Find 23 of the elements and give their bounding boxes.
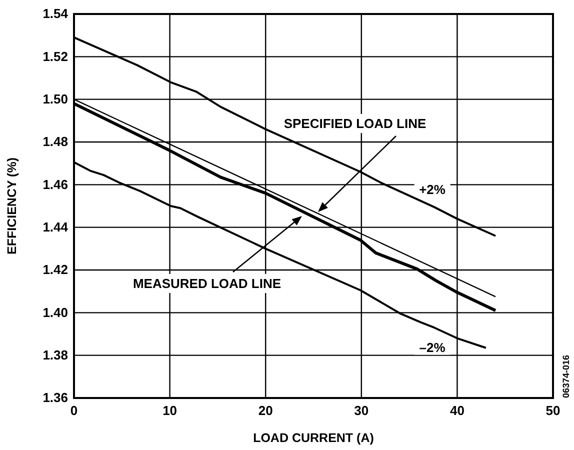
annotation: +2% xyxy=(419,182,446,197)
y-tick-label: 1.42 xyxy=(42,262,68,278)
annotation: MEASURED LOAD LINE xyxy=(132,276,282,291)
y-tick-label: 1.52 xyxy=(42,48,68,64)
y-tick-label: 1.38 xyxy=(42,347,68,362)
x-tick-label: 40 xyxy=(450,403,464,418)
y-tick-label: 1.40 xyxy=(42,304,68,320)
annotation: SPECIFIED LOAD LINE xyxy=(284,116,426,131)
x-tick-label: 20 xyxy=(258,403,273,418)
y-tick-label: 1.44 xyxy=(42,219,69,234)
x-axis-title: LOAD CURRENT (A) xyxy=(253,431,374,445)
y-tick-label: 1.48 xyxy=(42,134,68,150)
y-tick-label: 1.36 xyxy=(42,390,68,406)
y-tick-label: 1.54 xyxy=(42,6,69,22)
y-axis-title: EFFICIENCY (%) xyxy=(5,158,19,254)
y-tick-label: 1.50 xyxy=(42,91,68,106)
annotation: –2% xyxy=(419,340,446,355)
text: 06374-016 xyxy=(561,354,571,398)
x-tick-label: 30 xyxy=(354,403,369,418)
x-tick-label: 0 xyxy=(70,403,78,418)
y-tick-label: 1.46 xyxy=(42,176,68,192)
x-tick-label: 50 xyxy=(546,403,560,418)
x-tick-label: 10 xyxy=(162,403,178,418)
